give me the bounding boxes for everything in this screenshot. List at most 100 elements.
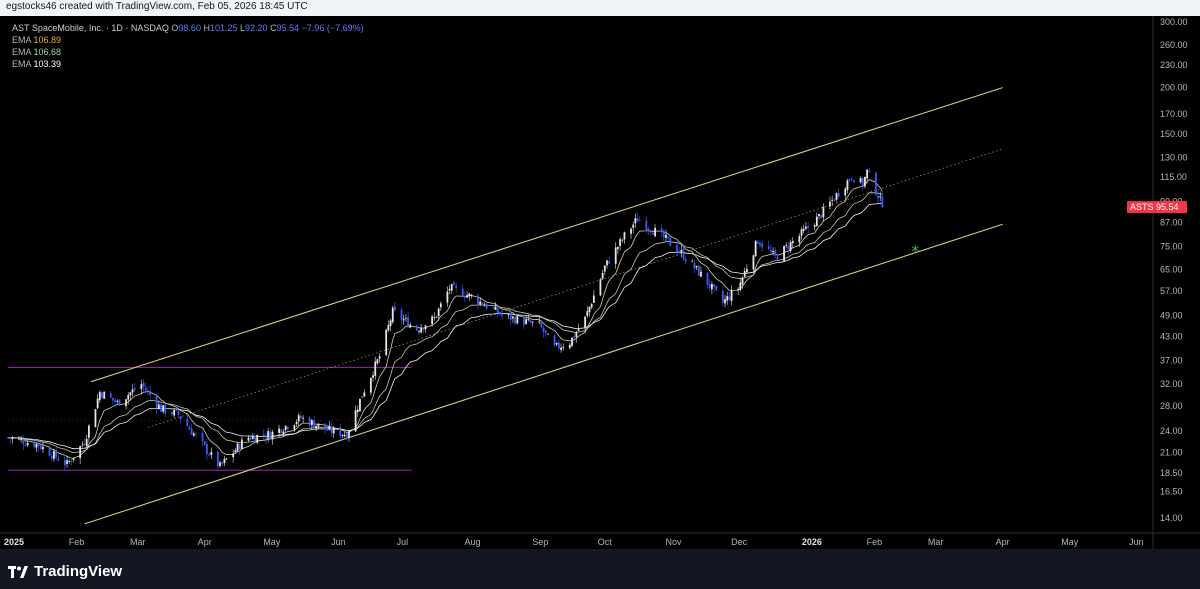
- candle-body: [140, 384, 143, 390]
- candle-body: [822, 206, 825, 218]
- last-price-tag-text: ASTS 95.54: [1130, 202, 1179, 212]
- candle-body: [332, 428, 335, 434]
- candle-body: [118, 399, 121, 406]
- candle-body: [400, 309, 403, 320]
- candle-body: [756, 241, 759, 244]
- footer-bar: TradingView: [0, 549, 1200, 589]
- candle-body: [645, 220, 648, 230]
- ohlc-close: C95.54: [270, 23, 300, 33]
- candle-body: [538, 321, 541, 323]
- time-axis[interactable]: 2025 Feb Mar Apr May Jun Jul Aug Sep Oct Nov Dec 202…: [4, 537, 1144, 547]
- candle-body: [162, 405, 165, 412]
- candle-body: [481, 302, 484, 306]
- time-tick-label: Apr: [996, 537, 1010, 547]
- candle-body: [844, 188, 847, 196]
- candle-body: [621, 239, 624, 241]
- candle-body: [293, 425, 296, 430]
- candle-body: [83, 443, 86, 445]
- candle-body: [715, 285, 718, 291]
- candle-body: [234, 450, 237, 453]
- candle-body: [422, 329, 425, 330]
- candle-body: [210, 451, 213, 455]
- candle-body: [175, 409, 178, 411]
- candle-body: [496, 307, 499, 314]
- candle-body: [216, 451, 219, 467]
- candle-body: [557, 342, 560, 349]
- candle-body: [741, 277, 744, 285]
- candle-body: [37, 444, 40, 447]
- candle-body: [562, 347, 565, 349]
- candle-body: [225, 458, 228, 460]
- marker-layer: *: [911, 242, 919, 261]
- channel-upper-line[interactable]: [90, 87, 1003, 383]
- candle-body: [254, 435, 256, 442]
- time-tick-label: Apr: [198, 537, 212, 547]
- candle-body: [501, 314, 503, 316]
- channel-middle-line[interactable]: [147, 148, 1003, 428]
- candle-body: [79, 446, 82, 459]
- time-tick-label: 2026: [802, 537, 822, 547]
- candle-body: [752, 255, 755, 270]
- range-box[interactable]: [8, 366, 412, 471]
- regression-channel[interactable]: [84, 87, 1003, 525]
- candle-body: [433, 317, 436, 319]
- candle-body: [42, 446, 44, 450]
- candle-body: [326, 428, 329, 431]
- candle-body: [256, 434, 259, 443]
- candle-body: [693, 262, 696, 269]
- ema-value-1: 106.89: [33, 35, 62, 45]
- candle-body: [588, 306, 591, 313]
- candle-body: [282, 431, 285, 434]
- candle-body: [829, 201, 831, 207]
- candle-body: [7, 437, 9, 439]
- ema-value-2: 106.68: [33, 47, 62, 57]
- price-tick-label: 87.00: [1160, 217, 1183, 227]
- candle-body: [881, 196, 884, 208]
- candle-body: [713, 284, 715, 287]
- candle-body: [848, 179, 851, 181]
- candle-body: [667, 236, 670, 239]
- candle-body: [590, 304, 593, 308]
- candle-body: [203, 441, 206, 445]
- candle-body: [805, 226, 807, 229]
- candle-body: [238, 444, 241, 450]
- price-tick-label: 200.00: [1160, 83, 1188, 93]
- ema-value-3: 103.39: [33, 59, 62, 69]
- candle-body: [324, 423, 326, 430]
- candle-body: [24, 444, 27, 446]
- candle-body: [807, 226, 809, 228]
- price-axis[interactable]: 300.00 260.00 230.00 200.00 170.00 150.00 130.…: [1160, 17, 1188, 523]
- brand[interactable]: TradingView: [8, 563, 122, 580]
- candle-body: [232, 453, 235, 458]
- candle-body: [684, 259, 687, 262]
- candle-body: [877, 195, 879, 199]
- last-price-tag-bg: [1127, 201, 1187, 214]
- ema-row-1[interactable]: EMA 106.89: [12, 35, 62, 45]
- candle-body: [96, 398, 99, 409]
- candle-body: [33, 441, 36, 448]
- candle-body: [761, 243, 764, 248]
- candle-body: [818, 214, 820, 216]
- price-chart[interactable]: * 300.00 260.00 230.00 200.00 170.00 150.00 13…: [0, 0, 1200, 549]
- candle-body: [599, 279, 602, 296]
- candle-body: [339, 427, 342, 437]
- candle-body: [278, 428, 280, 433]
- ema-row-2[interactable]: EMA 106.68: [12, 47, 62, 57]
- candle-body: [98, 392, 101, 401]
- candle-body: [415, 325, 418, 331]
- candle-body: [711, 284, 713, 290]
- candle-body: [586, 311, 589, 316]
- last-price-tag: ASTS 95.54: [1127, 201, 1187, 214]
- candle-body: [157, 404, 160, 409]
- candle-body: [695, 266, 698, 268]
- time-tick-label: Mar: [130, 537, 146, 547]
- tradingview-logo-icon: [8, 565, 28, 578]
- candle-body: [11, 437, 14, 440]
- candle-body: [542, 327, 545, 333]
- candle-body: [787, 246, 790, 250]
- candle-body: [527, 319, 530, 320]
- channel-lower-line[interactable]: [84, 223, 1003, 525]
- ema-row-3[interactable]: EMA 103.39: [12, 59, 62, 69]
- candle-body: [164, 404, 167, 414]
- candle-body: [63, 459, 66, 466]
